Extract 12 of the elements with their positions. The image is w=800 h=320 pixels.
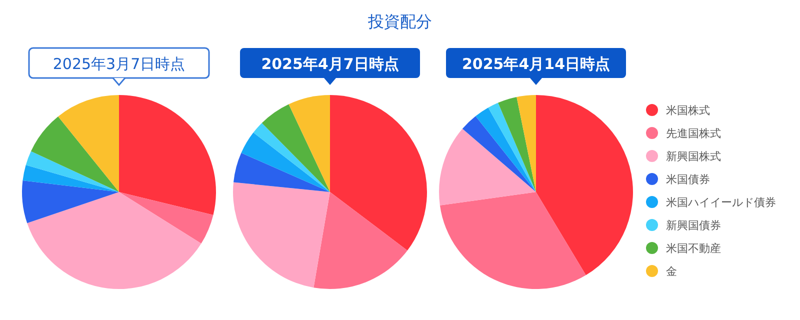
legend-label: 米国不動産: [666, 242, 721, 255]
chart-subtitle: 2025年4月14日時点: [462, 55, 610, 73]
chart-subtitle: 2025年3月7日時点: [52, 55, 186, 73]
chart-subtitle: 2025年4月7日時点: [261, 55, 399, 73]
legend-label: 米国ハイイールド債券: [666, 196, 776, 209]
legend-label: 金: [666, 265, 677, 278]
legend-label: 先進国株式: [666, 127, 721, 140]
legend-label: 新興国債券: [666, 219, 721, 232]
text: 投資配分: [367, 12, 432, 31]
legend-label: 米国株式: [666, 104, 710, 117]
legend-label: 米国債券: [666, 173, 710, 186]
legend-label: 新興国株式: [666, 150, 721, 163]
